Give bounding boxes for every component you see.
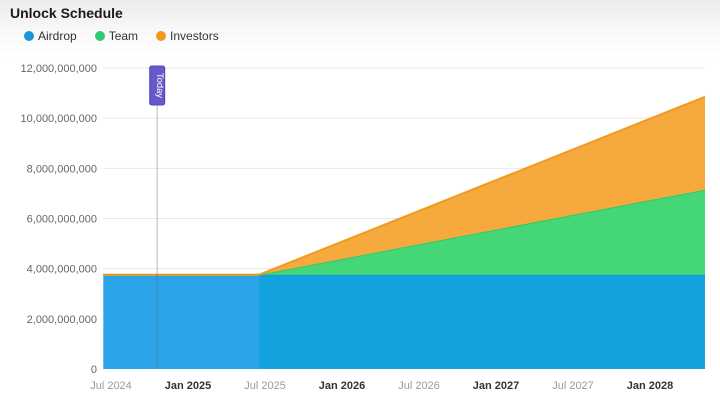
legend-label: Investors <box>170 29 219 43</box>
legend-dot-investors <box>156 31 167 41</box>
x-axis-tick-label: Jan 2027 <box>473 380 519 392</box>
y-axis-tick-label: 0 <box>91 364 97 376</box>
legend-item-team[interactable]: Team <box>94 29 139 43</box>
area-investors[interactable] <box>103 96 706 275</box>
y-axis-tick-label: 4,000,000,000 <box>27 264 97 276</box>
y-axis-tick-label: 2,000,000,000 <box>27 314 97 326</box>
legend-label: Airdrop <box>38 29 77 43</box>
y-axis-tick-label: 8,000,000,000 <box>27 163 97 175</box>
area-team[interactable] <box>103 189 706 275</box>
y-axis-tick-label: 6,000,000,000 <box>27 214 97 226</box>
legend-label: Team <box>108 29 139 43</box>
legend-dot-airdrop <box>24 31 34 41</box>
x-axis-tick-label: Jan 2028 <box>627 380 673 392</box>
x-axis-tick-label: Jul 2024 <box>90 380 132 392</box>
today-badge-label: Today <box>154 73 165 99</box>
chart-legend: Airdrop Team Investors <box>24 29 219 43</box>
x-axis-tick-label: Jul 2027 <box>552 380 594 392</box>
area-airdrop[interactable] <box>103 274 706 369</box>
legend-item-investors[interactable]: Investors <box>156 29 219 43</box>
legend-item-airdrop[interactable]: Airdrop <box>24 29 77 43</box>
area-top-edge-investors <box>103 95 706 276</box>
x-axis-tick-label: Jan 2026 <box>319 380 365 392</box>
x-axis-tick-label: Jul 2026 <box>398 380 440 392</box>
x-axis-tick-label: Jul 2025 <box>244 380 286 392</box>
x-axis-tick-label: Jan 2025 <box>165 380 211 392</box>
today-badge[interactable] <box>149 65 166 106</box>
y-axis-tick-label: 10,000,000,000 <box>21 113 97 125</box>
y-axis-tick-label: 12,000,000,000 <box>21 63 97 75</box>
legend-dot-team <box>94 31 105 41</box>
page-title: Unlock Schedule <box>10 5 123 21</box>
